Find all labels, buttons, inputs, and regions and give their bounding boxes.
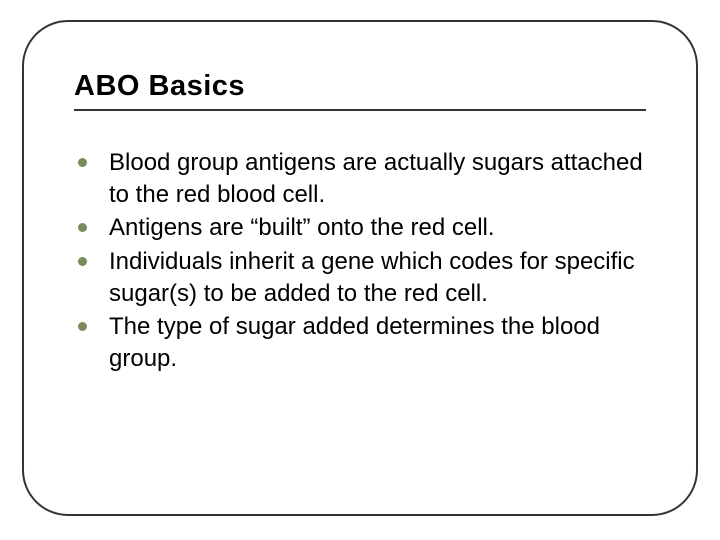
bullet-text: The type of sugar added determines the b… xyxy=(109,311,646,374)
bullet-text: Blood group antigens are actually sugars… xyxy=(109,147,646,210)
bullet-text: Antigens are “built” onto the red cell. xyxy=(109,212,495,244)
title-block: ABO Basics xyxy=(74,70,646,111)
bullet-icon xyxy=(78,223,87,232)
list-item: Individuals inherit a gene which codes f… xyxy=(78,246,646,309)
title-underline xyxy=(74,109,646,111)
bullet-text: Individuals inherit a gene which codes f… xyxy=(109,246,646,309)
bullet-icon xyxy=(78,257,87,266)
list-item: The type of sugar added determines the b… xyxy=(78,311,646,374)
bullet-icon xyxy=(78,322,87,331)
bullet-icon xyxy=(78,158,87,167)
slide-frame: ABO Basics Blood group antigens are actu… xyxy=(22,20,698,516)
list-item: Antigens are “built” onto the red cell. xyxy=(78,212,646,244)
slide-title: ABO Basics xyxy=(74,70,646,103)
list-item: Blood group antigens are actually sugars… xyxy=(78,147,646,210)
bullet-list: Blood group antigens are actually sugars… xyxy=(74,119,646,375)
